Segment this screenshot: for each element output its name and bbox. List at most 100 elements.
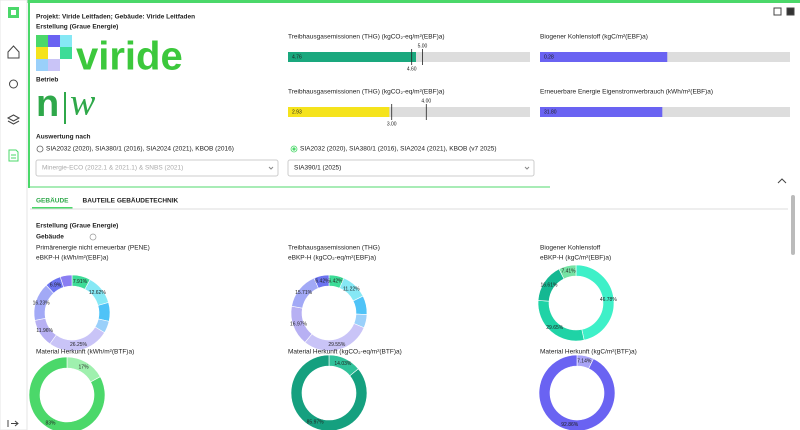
logo-tile: [48, 59, 60, 71]
tab[interactable]: BAUTEILE GEBÄUDETECHNIK: [83, 197, 179, 205]
radio-label: SIA2032 (2020), SIA380/1 (2016), SIA2024…: [46, 146, 234, 153]
viride-logo: viride: [36, 35, 183, 79]
segment-label: 92.86%: [561, 422, 579, 428]
home-icon[interactable]: [7, 45, 20, 59]
select-value: Minergie-ECO (2022.1 & 2021.1) & SNBS (2…: [42, 165, 183, 172]
donut-segment: [538, 354, 616, 430]
segment-label: 16.23%: [33, 300, 51, 306]
bar-track: [540, 107, 790, 117]
radio-dot: [292, 147, 296, 151]
chart-title: Material Herkunft (kgC/m²(BTF)a): [540, 349, 637, 356]
bar: [540, 52, 668, 62]
segment-label: 17%: [79, 364, 90, 370]
indicator-title: Treibhausgasemissionen (THG) (kgCO₂-eq/m…: [288, 89, 445, 96]
segment-label: 11.22%: [343, 287, 360, 293]
panel-border: [28, 0, 30, 188]
bar-value: 31.80: [544, 109, 557, 115]
chart-subtitle: eBKP-H (kgC/m²(EBF)a): [540, 255, 611, 262]
segment-label: 7.41%: [561, 269, 576, 275]
info-icon[interactable]: [89, 233, 97, 241]
bar-value: 4.76: [292, 54, 302, 60]
section-title: Erstellung (Graue Energie): [36, 24, 118, 31]
logo-tile: [36, 35, 48, 47]
tab[interactable]: GEBÄUDE: [36, 197, 69, 205]
select-arrow: [268, 166, 274, 170]
segment-label: 7.91%: [73, 279, 88, 285]
bar-value: 0.28: [544, 54, 554, 60]
top-bar: [0, 0, 800, 3]
app-logo-inner: [11, 10, 16, 15]
bulb-icon[interactable]: [9, 79, 18, 89]
logo-tile: [48, 35, 60, 47]
nw-logo: n w: [36, 82, 96, 125]
donut-segment: [97, 302, 111, 322]
sidebar-icons: [6, 7, 795, 427]
chart-title: Material Herkunft (kgCO₂-eq/m²(BTF)a): [288, 349, 402, 356]
tab-indicator: [32, 207, 73, 209]
target-label: 3.00: [387, 121, 397, 127]
chart-subtitle: eBKP-H (kWh/m²(EBF)a): [36, 255, 109, 262]
segment-label: 85.97%: [307, 420, 325, 426]
segment-label: 29.65%: [546, 325, 564, 331]
expand-icon[interactable]: [7, 420, 19, 427]
sidebar: [0, 0, 28, 430]
segment-label: 15.71%: [295, 290, 313, 296]
segment-label: 14.03%: [334, 361, 352, 367]
bar-value: 2.93: [292, 109, 302, 115]
indicator-title: Treibhausgasemissionen (THG) (kgCO₂-eq/m…: [288, 34, 445, 41]
logo-tile: [60, 47, 72, 59]
radio[interactable]: [290, 145, 298, 153]
document-icon[interactable]: [8, 149, 19, 162]
donut-segment: [313, 274, 330, 289]
segment-label: 26.25%: [70, 342, 88, 348]
segment-label: 11.96%: [36, 328, 53, 334]
segment-label: 12.62%: [89, 290, 107, 296]
select: [35, 159, 279, 177]
radio-label: SIA2032 (2020), SIA380/1 (2016), SIA2024…: [300, 146, 497, 153]
logo-tile: [36, 47, 48, 59]
donut-segment: [59, 274, 73, 288]
section-title: Erstellung (Graue Energie): [36, 223, 118, 230]
evaluation-label: Auswertung nach: [36, 134, 91, 141]
segment-label: 83%: [45, 420, 56, 426]
donut-segment: [290, 354, 368, 430]
bar-track: [288, 107, 530, 117]
chart-title: Biogener Kohlenstoff: [540, 245, 600, 252]
segment-label: 16.61%: [540, 282, 558, 288]
segment-label: 7.14%: [577, 359, 592, 365]
target-label: 5.00: [418, 43, 428, 49]
betrieb-label: Betrieb: [36, 77, 58, 84]
panel-divider: [30, 186, 550, 188]
donut-segment: [558, 264, 577, 280]
project-title: Projekt: Viride Leitfaden; Gebäude: Viri…: [36, 14, 195, 21]
chart-title: Treibhausgasemissionen (THG): [288, 245, 380, 252]
chart-title: Material Herkunft (kWh/m²(BTF)a): [36, 349, 134, 356]
chart-title: Primärenergie nicht erneuerbar (PENE): [36, 245, 150, 252]
indicator-title: Biogener Kohlenstoff (kgC/m²(EBF)a): [540, 34, 648, 41]
bar: [288, 52, 416, 62]
segment-label: 6.42%: [315, 278, 330, 284]
donut-segment: [537, 300, 585, 342]
radio[interactable]: [36, 145, 44, 153]
logo-w: w: [70, 82, 96, 124]
target-label: 4.00: [421, 98, 431, 104]
section-subtitle: Gebäude: [36, 234, 64, 241]
grid-icon[interactable]: [773, 7, 782, 16]
logo-bar: [64, 92, 66, 124]
logo-text: viride: [76, 35, 183, 79]
segment-label: 16.97%: [290, 322, 308, 328]
indicator-title: Erneuerbare Energie Eigenstromverbrauch …: [540, 89, 713, 96]
logo-tile: [60, 35, 72, 47]
scrollbar[interactable]: [791, 195, 795, 255]
save-icon[interactable]: [786, 7, 795, 16]
segment-label: 6.42%: [328, 278, 343, 284]
select[interactable]: [287, 159, 535, 177]
donut-segment: [28, 356, 106, 430]
select-value: SIA390/1 (2025): [294, 165, 341, 172]
layers-icon[interactable]: [6, 114, 21, 125]
segment-label: 29.55%: [328, 342, 346, 348]
bar: [540, 107, 663, 117]
collapse-icon[interactable]: [777, 178, 787, 184]
